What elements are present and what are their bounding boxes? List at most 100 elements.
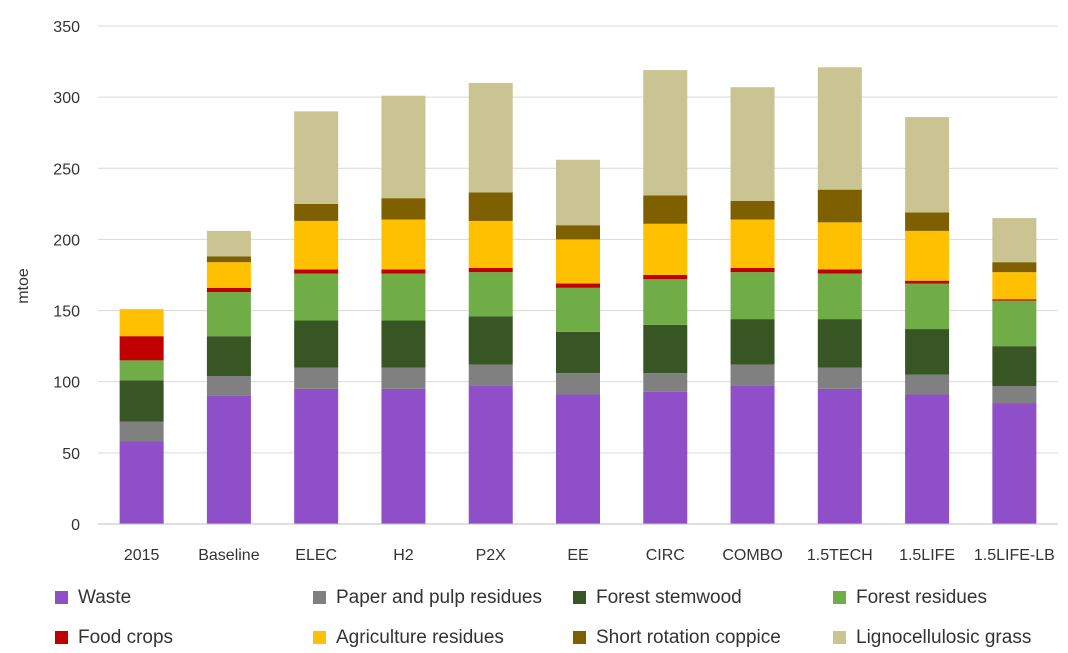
legend-swatch: [55, 591, 68, 604]
bar-segment: [905, 374, 950, 395]
bar-segment: [119, 380, 164, 422]
bar-segment: [468, 316, 513, 365]
legend-label: Short rotation coppice: [596, 627, 781, 648]
bar-segment: [643, 70, 688, 196]
bar-segment: [817, 319, 862, 368]
legend-swatch: [55, 631, 68, 644]
y-tick-label: 350: [53, 19, 80, 36]
bar-segment: [206, 256, 251, 263]
y-tick-label: 50: [62, 446, 80, 463]
y-tick-label: 300: [53, 90, 80, 107]
bar-segment: [206, 292, 251, 337]
bar-segment: [294, 220, 339, 270]
bar-segment: [992, 272, 1037, 300]
legend-label: Paper and pulp residues: [336, 587, 542, 608]
bar-segment: [817, 67, 862, 190]
bar-segment: [556, 373, 600, 395]
bar-segment: [905, 329, 950, 375]
x-tick-label: 1.5LIFE-LB: [974, 547, 1055, 564]
bar-segment: [294, 269, 339, 274]
bar-segment: [206, 230, 251, 257]
bar-segment: [905, 394, 950, 524]
bar-segment: [206, 336, 251, 377]
bar-segment: [817, 189, 862, 223]
bar-segment: [643, 223, 688, 275]
x-tick-label: CIRC: [646, 547, 685, 564]
bar-segment: [381, 198, 426, 220]
bar-segment: [381, 320, 426, 368]
bar-segment: [992, 262, 1037, 273]
bar-segment: [817, 367, 862, 389]
bar-segment: [992, 300, 1037, 347]
bar-segment: [817, 273, 862, 320]
bar-segment: [992, 403, 1037, 524]
bar-segment: [294, 273, 339, 321]
legend-label: Agriculture residues: [336, 627, 504, 648]
bar-segment: [294, 367, 339, 389]
bar-segment: [730, 267, 775, 273]
legend-swatch: [313, 591, 326, 604]
bar-segment: [119, 336, 164, 361]
bar-segment: [643, 279, 688, 325]
y-tick-label: 0: [71, 517, 80, 534]
bar-segment: [992, 346, 1037, 386]
bars: [119, 67, 1037, 524]
axes: mtoe 0 50 100 150 200 250 300 350 2015 Baseline EL…: [15, 19, 1058, 564]
bar-segment: [468, 192, 513, 221]
bar-segment: [556, 394, 600, 524]
bar-segment: [730, 385, 775, 524]
bar-segment: [468, 220, 513, 268]
bar-segment: [206, 262, 251, 288]
x-tick-label: P2X: [476, 547, 507, 564]
bar-segment: [468, 364, 513, 386]
bar-segment: [381, 269, 426, 274]
x-tick-label: Baseline: [198, 547, 259, 564]
bar-segment: [119, 421, 164, 442]
bar-segment: [730, 364, 775, 386]
bar-segment: [119, 309, 164, 337]
bar-segment: [294, 388, 339, 524]
bar-segment: [905, 230, 950, 281]
bar-segment: [556, 287, 600, 332]
bar-segment: [730, 272, 775, 320]
bar-segment: [905, 212, 950, 231]
bar-segment: [206, 376, 251, 396]
bar-segment: [468, 272, 513, 317]
legend-swatch: [833, 631, 846, 644]
bar-segment: [294, 203, 339, 221]
x-tick-label: 1.5LIFE: [899, 547, 955, 564]
x-tick-label: H2: [393, 547, 414, 564]
y-axis-title: mtoe: [15, 268, 32, 304]
bar-segment: [294, 320, 339, 368]
legend-swatch: [833, 591, 846, 604]
bar-segment: [730, 319, 775, 365]
bar-segment: [817, 269, 862, 274]
bar-segment: [556, 225, 600, 240]
bar-segment: [730, 219, 775, 268]
bar-segment: [119, 441, 164, 524]
bar-segment: [381, 388, 426, 524]
bar-segment: [643, 373, 688, 392]
legend: Waste Paper and pulp residues Forest stemw…: [55, 587, 1031, 648]
legend-label: Forest residues: [856, 587, 987, 608]
legend-swatch: [573, 631, 586, 644]
bar-segment: [643, 391, 688, 524]
y-tick-label: 150: [53, 304, 80, 321]
bar-segment: [817, 222, 862, 270]
bar-segment: [556, 239, 600, 284]
x-tick-label: EE: [567, 547, 588, 564]
bar-segment: [643, 195, 688, 224]
bar-segment: [119, 360, 164, 381]
x-tick-label: 1.5TECH: [807, 547, 873, 564]
bar-segment: [381, 219, 426, 270]
bar-segment: [294, 111, 339, 204]
legend-swatch: [313, 631, 326, 644]
x-tick-label: COMBO: [722, 547, 782, 564]
bar-segment: [556, 331, 600, 374]
bar-segment: [643, 275, 688, 280]
bar-segment: [381, 273, 426, 321]
bar-segment: [817, 388, 862, 524]
legend-label: Forest stemwood: [596, 587, 742, 608]
bar-segment: [905, 117, 950, 213]
